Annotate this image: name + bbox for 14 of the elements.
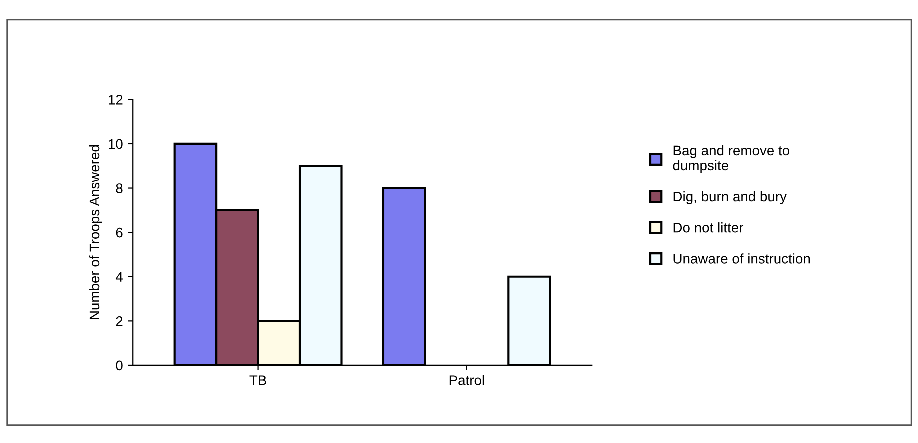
x-tick-label: TB [250,376,266,386]
y-tick-label: 2 [116,316,123,326]
legend-label: Do not litter [674,222,744,233]
legend-label: Bag and remove to dumpsite [673,145,790,174]
y-tick-label: 10 [109,139,123,150]
y-tick-label: 12 [109,95,123,105]
y-axis-title: Number of Troops Answered [89,145,102,320]
y-tick-label: 4 [116,272,123,282]
y-tick-label: 8 [116,184,123,194]
y-tick-label: 0 [116,360,123,371]
y-tick-label: 6 [116,228,123,238]
legend-label: Unaware of instruction [674,254,810,264]
legend-label: Dig, burn and bury [674,191,787,204]
x-tick-label: Patrol [450,375,484,386]
